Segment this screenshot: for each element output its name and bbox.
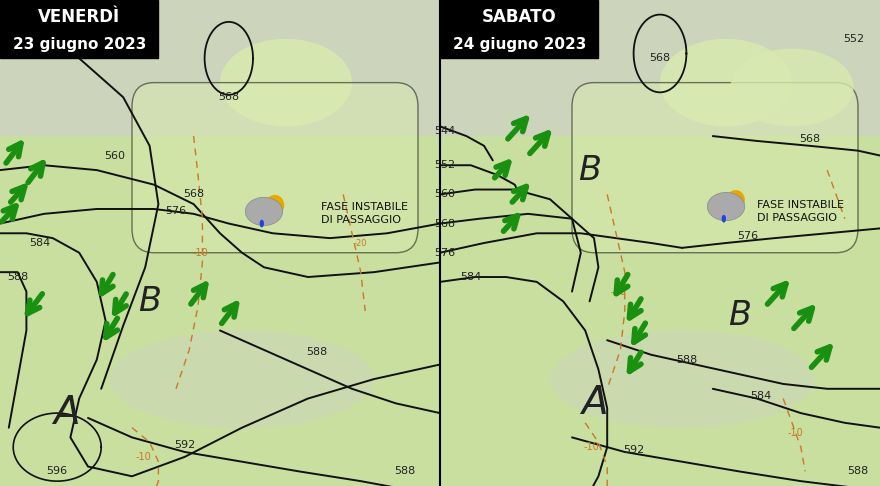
Text: 568: 568 xyxy=(434,219,455,228)
Ellipse shape xyxy=(550,330,814,428)
Text: -10: -10 xyxy=(584,442,599,452)
Text: 23 giugno 2023: 23 giugno 2023 xyxy=(12,37,146,52)
Text: 584: 584 xyxy=(29,238,50,248)
Text: 552: 552 xyxy=(434,160,455,170)
Text: 568: 568 xyxy=(649,53,671,63)
Text: 552: 552 xyxy=(843,34,864,44)
Text: VENERDÌ: VENERDÌ xyxy=(38,8,121,26)
Bar xyxy=(0,0,440,136)
Text: A: A xyxy=(581,384,607,422)
FancyBboxPatch shape xyxy=(0,0,158,58)
Text: 560: 560 xyxy=(434,190,455,199)
Text: 588: 588 xyxy=(306,347,327,357)
FancyBboxPatch shape xyxy=(440,0,598,58)
Text: 596: 596 xyxy=(47,467,68,476)
Ellipse shape xyxy=(246,197,282,226)
Text: 568: 568 xyxy=(799,134,820,143)
Text: FASE INSTABILE: FASE INSTABILE xyxy=(757,200,844,210)
Text: B: B xyxy=(578,154,601,187)
Text: -10: -10 xyxy=(136,452,150,462)
Text: 592: 592 xyxy=(174,440,195,450)
Ellipse shape xyxy=(722,215,726,223)
Ellipse shape xyxy=(266,195,284,215)
Text: 544: 544 xyxy=(434,126,455,136)
Text: DI PASSAGGIO: DI PASSAGGIO xyxy=(757,213,837,223)
Text: 568: 568 xyxy=(218,92,239,102)
Ellipse shape xyxy=(260,220,264,227)
Text: 576: 576 xyxy=(434,248,455,258)
Ellipse shape xyxy=(730,49,854,126)
Ellipse shape xyxy=(220,39,352,126)
Text: 560: 560 xyxy=(104,151,125,160)
Text: SABATO: SABATO xyxy=(482,8,556,26)
Text: 584: 584 xyxy=(751,391,772,401)
Ellipse shape xyxy=(727,190,744,210)
Text: 568: 568 xyxy=(183,190,204,199)
Text: B: B xyxy=(138,285,161,318)
Ellipse shape xyxy=(708,192,744,221)
Text: 576: 576 xyxy=(737,231,759,241)
FancyBboxPatch shape xyxy=(132,83,418,253)
Text: -10: -10 xyxy=(193,248,208,258)
Ellipse shape xyxy=(660,39,792,126)
Text: -10: -10 xyxy=(788,428,803,437)
Text: 588: 588 xyxy=(847,467,869,476)
Bar xyxy=(440,0,880,136)
Text: 584: 584 xyxy=(460,272,481,282)
Text: 588: 588 xyxy=(394,467,415,476)
Text: 24 giugno 2023: 24 giugno 2023 xyxy=(452,37,586,52)
Text: 588: 588 xyxy=(676,355,697,364)
Text: -20: -20 xyxy=(354,239,368,247)
Ellipse shape xyxy=(110,330,374,428)
Text: 576: 576 xyxy=(165,207,187,216)
Text: A: A xyxy=(53,394,79,432)
Text: 592: 592 xyxy=(623,445,644,454)
FancyBboxPatch shape xyxy=(572,83,858,253)
Text: B: B xyxy=(728,299,751,332)
Text: -10: -10 xyxy=(611,287,626,296)
Text: FASE INSTABILE: FASE INSTABILE xyxy=(321,202,408,211)
Text: DI PASSAGGIO: DI PASSAGGIO xyxy=(321,215,401,225)
Text: 588: 588 xyxy=(7,272,28,282)
